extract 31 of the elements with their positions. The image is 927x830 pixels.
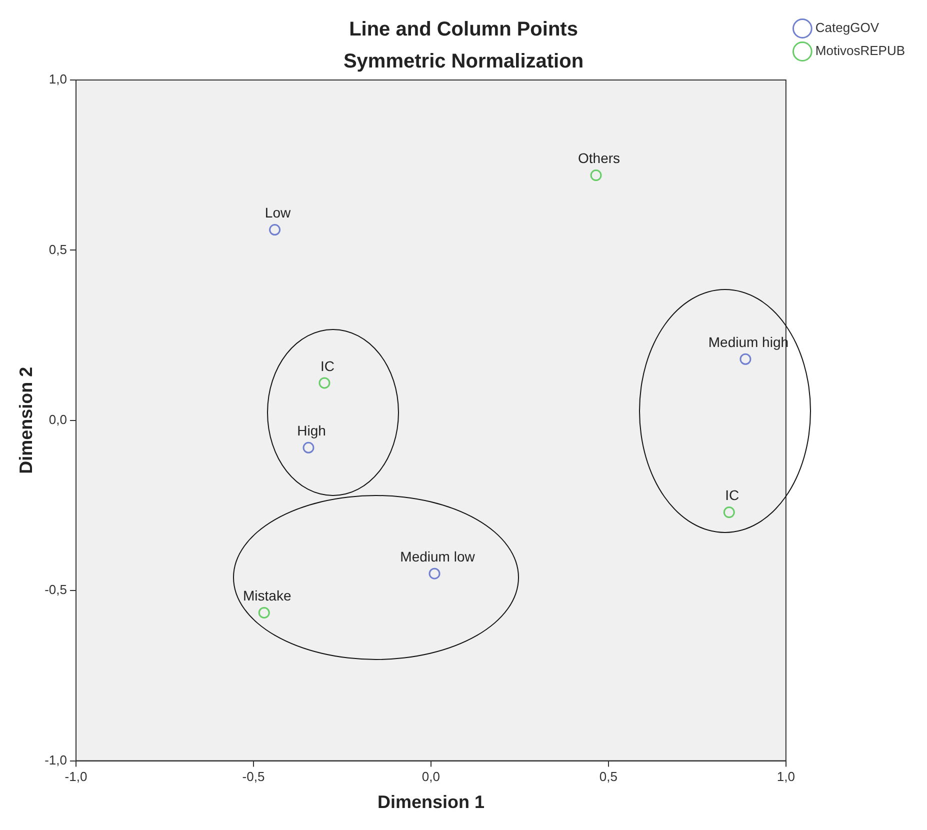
annotation: High [297,422,326,438]
point [740,353,752,365]
legend-label: CategGOV [815,20,880,36]
x-tick-label: 0,5 [599,769,618,784]
annotation: Mistake [243,588,292,604]
point [428,568,440,580]
y-tick-label: 1,0 [48,72,67,87]
y-axis-title: Dimension 2 [16,366,36,474]
x-tick-label: -1,0 [64,769,88,784]
point [723,506,735,518]
y-tick-label: 0,0 [48,412,67,427]
y-tick-label: -0,5 [44,582,67,598]
point [318,377,330,389]
x-tick-label: 0,0 [422,769,440,784]
y-tick-label: 0,5 [48,242,67,257]
x-axis-title: Dimension 1 [377,792,484,812]
point [302,442,314,454]
legend-label: MotivosREPUB [815,43,905,58]
annotation: Medium low [400,548,476,564]
annotation: Others [578,150,620,166]
x-tick-label: -0,5 [242,769,265,784]
annotation: IC [725,487,740,504]
annotation: Low [264,204,292,221]
point [590,170,602,182]
chart-subtitle: Symmetric Normalization [343,50,584,73]
chart-title: Line and Column Points [349,18,578,41]
x-tick-label: 1,0 [776,769,795,784]
point [269,224,281,236]
y-tick-label: -1,0 [44,752,67,768]
annotation: IC [320,358,334,374]
point [258,606,270,618]
